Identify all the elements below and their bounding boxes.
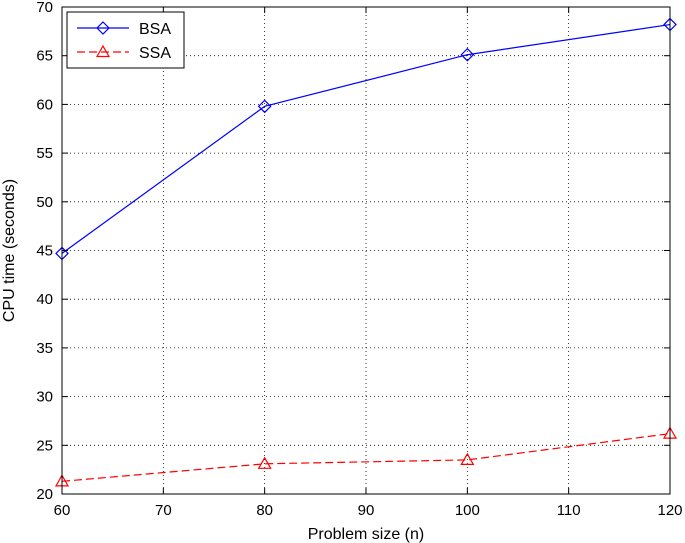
x-tick-label: 80 xyxy=(256,502,273,519)
series-ssa xyxy=(54,426,678,487)
x-tick-label: 100 xyxy=(455,502,480,519)
y-tick-label: 35 xyxy=(36,340,53,357)
legend-entry-ssa: SSA xyxy=(77,44,171,62)
y-tick-label: 30 xyxy=(36,389,53,406)
legend-entries: BSA SSA xyxy=(77,21,171,62)
y-tick-label: 60 xyxy=(36,96,53,113)
legend-label: SSA xyxy=(139,45,171,62)
x-tick-label: 60 xyxy=(54,502,71,519)
x-tick-label: 90 xyxy=(358,502,375,519)
data-point-ssa xyxy=(460,452,475,466)
x-tick-label: 120 xyxy=(657,502,682,519)
y-tick-label: 25 xyxy=(36,437,53,454)
legend-entry-bsa: BSA xyxy=(77,21,171,38)
y-axis-label: CPU time (seconds) xyxy=(1,179,18,322)
y-tick-label: 70 xyxy=(36,0,53,16)
y-tick-label: 50 xyxy=(36,194,53,211)
y-tick-label: 45 xyxy=(36,243,53,260)
x-tick-label: 110 xyxy=(557,502,581,519)
data-point-ssa xyxy=(257,456,272,469)
legend-label: BSA xyxy=(139,21,171,38)
tick-marks xyxy=(61,6,671,495)
legend: BSA SSA xyxy=(66,11,185,69)
x-axis-label: Problem size (n) xyxy=(308,526,424,543)
x-axis-tick-labels: 60 70 80 90 100 110 120 xyxy=(54,502,683,519)
x-tick-label: 70 xyxy=(155,502,172,519)
y-tick-label: 65 xyxy=(36,48,53,65)
legend-box xyxy=(66,11,185,69)
data-point-bsa xyxy=(460,47,475,62)
y-tick-label: 20 xyxy=(36,486,53,503)
y-tick-label: 55 xyxy=(36,145,53,162)
y-axis-tick-labels: 20 25 30 35 40 45 50 55 60 65 70 xyxy=(36,0,53,503)
series-line-ssa xyxy=(61,433,671,482)
legend-marker xyxy=(95,44,111,58)
legend-marker xyxy=(96,21,110,35)
y-tick-label: 40 xyxy=(36,291,53,308)
data-point-bsa xyxy=(257,99,272,114)
grid xyxy=(62,7,670,494)
series-line-bsa xyxy=(61,23,671,254)
